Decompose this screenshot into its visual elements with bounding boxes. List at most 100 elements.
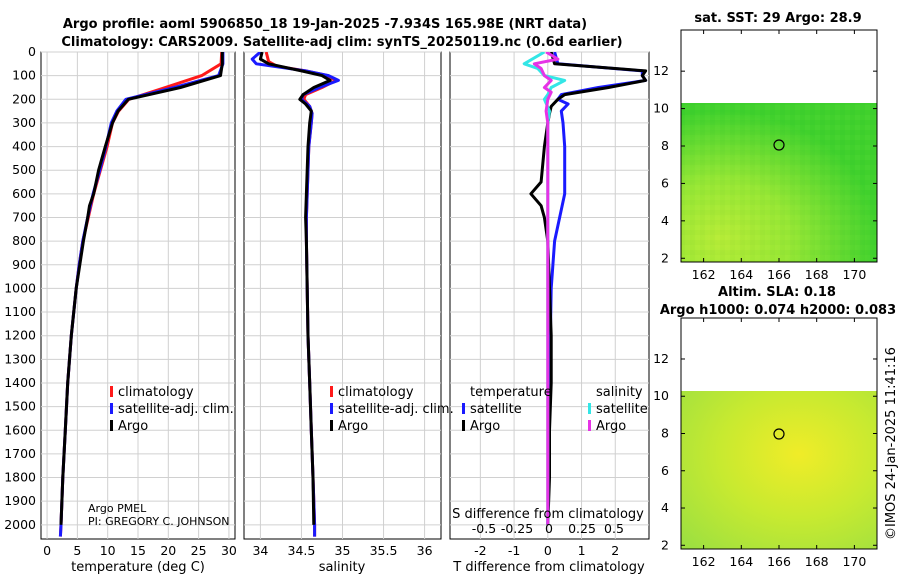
argo-location-marker bbox=[773, 428, 785, 440]
x-axes: 0 5 10 15 20 25 30 34 34.5 35 35.5 36 -2 -1 0 1 2 bbox=[43, 543, 619, 558]
x-tick-label: -2 bbox=[474, 543, 486, 558]
map-y-tick-label: 6 bbox=[661, 175, 669, 190]
depth-tick-label: 1100 bbox=[4, 304, 36, 319]
depth-tick-label: 2000 bbox=[4, 517, 36, 532]
credit-line1: Argo PMEL bbox=[88, 502, 147, 515]
sla-map-axes: 162 164 166 168 170 2 4 6 8 10 12 bbox=[653, 318, 877, 569]
x-tick-label: -1 bbox=[508, 543, 520, 558]
map-y-tick-label: 2 bbox=[661, 250, 669, 265]
map-y-tick-label: 4 bbox=[661, 500, 669, 515]
map-y-tick-label: 2 bbox=[661, 537, 669, 552]
x-tick-label: 0 bbox=[544, 543, 552, 558]
series-line-argo bbox=[59, 52, 224, 525]
difference-xlabel: T difference from climatology bbox=[452, 560, 645, 575]
depth-tick-label: 600 bbox=[12, 186, 36, 201]
legend-label-t-satellite: satellite bbox=[470, 402, 522, 417]
legend-label-s-argo: Argo bbox=[596, 419, 626, 434]
panel-lines bbox=[58, 52, 225, 537]
map-x-tick-label: 170 bbox=[842, 554, 866, 569]
legend-label-s-satellite: satellite bbox=[596, 402, 648, 417]
x-tick-label: 5 bbox=[73, 543, 81, 558]
sla-map bbox=[680, 317, 878, 550]
depth-tick-label: 700 bbox=[12, 209, 36, 224]
legend-swatch-climatology bbox=[330, 386, 333, 397]
temperature-legend: climatology satellite-adj. clim. Argo bbox=[110, 385, 234, 434]
map-y-tick-label: 10 bbox=[653, 101, 669, 116]
legend-label-satellite: satellite-adj. clim. bbox=[338, 402, 454, 417]
legend-label-argo: Argo bbox=[338, 419, 368, 434]
depth-tick-label: 1700 bbox=[4, 446, 36, 461]
sla-map-title2: Argo h1000: 0.074 h2000: 0.083 bbox=[660, 303, 896, 318]
legend-swatch-s-satellite bbox=[588, 403, 591, 414]
legend-title-salinity: salinity bbox=[596, 385, 643, 400]
map-y-tick-label: 8 bbox=[661, 426, 669, 441]
credit-line2: PI: GREGORY C. JOHNSON bbox=[88, 515, 229, 528]
x-tick-label: 2 bbox=[611, 543, 619, 558]
legend-label-satellite: satellite-adj. clim. bbox=[118, 402, 234, 417]
series-line-climatology bbox=[58, 52, 224, 537]
map-x-tick-label: 166 bbox=[767, 554, 791, 569]
depth-tick-label: 1000 bbox=[4, 280, 36, 295]
sst-map-axes: 162 164 166 168 170 2 4 6 8 10 12 bbox=[653, 30, 877, 282]
legend-swatch-climatology bbox=[110, 386, 113, 397]
salinity-xlabel: salinity bbox=[319, 560, 366, 575]
panel-lines bbox=[522, 52, 648, 525]
series-line-argo bbox=[258, 52, 332, 525]
x-tick-label: 0 bbox=[43, 543, 51, 558]
grid-lines bbox=[41, 51, 649, 539]
legend-swatch-s-argo bbox=[588, 420, 591, 431]
map-y-tick-label: 10 bbox=[653, 388, 669, 403]
map-x-tick-label: 164 bbox=[729, 554, 753, 569]
panel-lines bbox=[250, 52, 340, 537]
x-tick-label: 1 bbox=[578, 543, 586, 558]
map-x-tick-label: 162 bbox=[692, 554, 716, 569]
depth-tick-label: 400 bbox=[12, 139, 36, 154]
series-line-temperature-argo bbox=[529, 52, 648, 525]
argo-location-marker bbox=[773, 139, 785, 151]
x-tick-label: 36 bbox=[417, 543, 433, 558]
legend-label-climatology: climatology bbox=[118, 385, 194, 400]
depth-tick-label: 1600 bbox=[4, 422, 36, 437]
legend-swatch-t-argo bbox=[462, 420, 465, 431]
s-difference-ticks: -0.5 -0.25 0 0.25 0.5 bbox=[472, 521, 624, 536]
map-y-tick-label: 8 bbox=[661, 138, 669, 153]
depth-tick-label: 200 bbox=[12, 91, 36, 106]
s-diff-tick-label: 0.5 bbox=[604, 521, 624, 536]
depth-tick-label: 1500 bbox=[4, 399, 36, 414]
temperature-xlabel: temperature (deg C) bbox=[71, 560, 205, 575]
s-diff-tick-label: 0.25 bbox=[568, 521, 596, 536]
map-y-tick-label: 4 bbox=[661, 213, 669, 228]
legend-swatch-satellite bbox=[110, 403, 113, 414]
x-tick-label: 35.5 bbox=[370, 543, 398, 558]
x-tick-label: 30 bbox=[221, 543, 237, 558]
s-diff-tick-label: 0 bbox=[545, 521, 553, 536]
figure-title-line1: Argo profile: aoml 5906850_18 19-Jan-202… bbox=[63, 17, 587, 32]
salinity-legend: climatology satellite-adj. clim. Argo bbox=[330, 385, 454, 434]
x-tick-label: 15 bbox=[130, 543, 146, 558]
depth-tick-label: 1900 bbox=[4, 493, 36, 508]
legend-label-argo: Argo bbox=[118, 419, 148, 434]
depth-axis: 0 100 200 300 400 500 600 700 800 900 1000 1100 1200… bbox=[4, 44, 36, 532]
depth-tick-label: 1800 bbox=[4, 470, 36, 485]
depth-tick-label: 0 bbox=[28, 44, 36, 59]
series-line-satellite-adj-clim- bbox=[250, 52, 340, 537]
map-x-tick-label: 166 bbox=[767, 267, 791, 282]
sla-map-title1: Altim. SLA: 0.18 bbox=[718, 285, 836, 300]
difference-legend: temperature satellite Argo salinity sate… bbox=[462, 385, 648, 434]
depth-tick-label: 1400 bbox=[4, 375, 36, 390]
x-tick-label: 34.5 bbox=[288, 543, 316, 558]
depth-tick-label: 1300 bbox=[4, 351, 36, 366]
depth-tick-label: 500 bbox=[12, 162, 36, 177]
timestamp: ©IMOS 24-Jan-2025 11:41:16 bbox=[884, 347, 899, 540]
depth-tick-label: 100 bbox=[12, 68, 36, 83]
profile-lines bbox=[58, 52, 648, 537]
legend-label-climatology: climatology bbox=[338, 385, 414, 400]
legend-swatch-satellite bbox=[330, 403, 333, 414]
sst-map-title: sat. SST: 29 Argo: 28.9 bbox=[694, 11, 861, 26]
map-x-tick-label: 162 bbox=[692, 267, 716, 282]
s-diff-tick-label: -0.25 bbox=[501, 521, 533, 536]
map-y-tick-label: 12 bbox=[653, 351, 669, 366]
s-difference-label: S difference from climatology bbox=[452, 507, 644, 522]
figure-title-line2: Climatology: CARS2009. Satellite-adj cli… bbox=[61, 35, 622, 50]
